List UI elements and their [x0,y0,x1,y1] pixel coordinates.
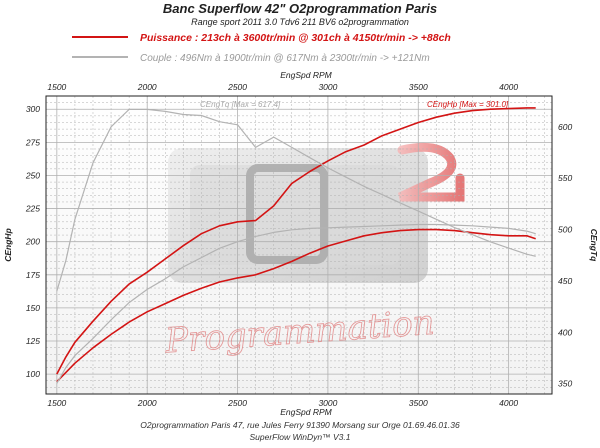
x-tick-label-top: 1500 [47,82,66,92]
y-right-tick-label: 450 [558,276,572,286]
hp-max-label: CEngHp [Max = 301.0] [427,100,509,109]
y-left-tick-label: 300 [26,104,40,114]
x-tick-label-bottom: 3500 [409,398,428,408]
y-left-tick-label: 275 [25,137,40,147]
tuned-torque-line [56,228,536,383]
legend-power-label: Puissance : 213ch à 3600tr/min @ 301ch à… [140,32,451,44]
stock-power-line [56,223,536,384]
y-left-tick-label: 200 [25,237,40,247]
y-axis-label-left: CEngHp [3,228,13,262]
x-tick-label-bottom: 2000 [137,398,157,408]
legend-torque-label: Couple : 496Nm à 1900tr/min @ 617Nm à 23… [140,53,430,64]
chart-title: Banc Superflow 42" O2programmation Paris [163,1,437,16]
plot-frame [45,95,553,395]
chart-subtitle: Range sport 2011 3.0 Tdv6 211 BV6 o2prog… [191,17,409,27]
y-left-tick-label: 250 [25,170,40,180]
y-right-tick-label: 600 [558,122,572,132]
y-left-tick-label: 175 [26,270,40,280]
y-right-tick-label: 400 [558,327,572,337]
series-layer [56,107,536,384]
stock-torque-line [56,108,536,292]
y-right-tick-label: 350 [558,379,572,389]
footer-software: SuperFlow WinDyn™ V3.1 [249,432,350,442]
y-left-tick-label: 150 [26,303,40,313]
plot-area: Programmation CEngHp [Max = 301.0] CEngT… [45,95,553,395]
y-left-tick-label: 125 [26,336,40,346]
x-tick-label-bottom: 3000 [318,398,337,408]
x-tick-label-bottom: 4000 [499,398,518,408]
x-tick-label-top: 2000 [137,82,157,92]
footer-address: O2programmation Paris 47, rue Jules Ferr… [140,420,460,430]
x-axis-label-top: EngSpd RPM [280,70,332,80]
y-right-tick-label: 550 [558,173,572,183]
x-tick-label-bottom: 1500 [47,398,66,408]
tuned-power-line [56,107,536,375]
x-axis-label-bottom: EngSpd RPM [280,407,332,417]
tq-max-label: CEngTq [Max = 617.4] [200,100,281,109]
y-left-tick-label: 100 [26,369,40,379]
x-tick-label-top: 3000 [318,82,337,92]
x-tick-label-top: 3500 [409,82,428,92]
y-right-tick-label: 500 [558,225,572,235]
x-tick-label-top: 2500 [227,82,247,92]
y-axis-label-right: CEngTq [589,229,599,262]
x-tick-label-top: 4000 [499,82,518,92]
x-tick-label-bottom: 2500 [227,398,247,408]
y-left-tick-label: 225 [25,204,40,214]
axis-ticks: 1500 1500 2000 2000 2500 2500 3000 3000 3500 3500… [25,82,573,408]
